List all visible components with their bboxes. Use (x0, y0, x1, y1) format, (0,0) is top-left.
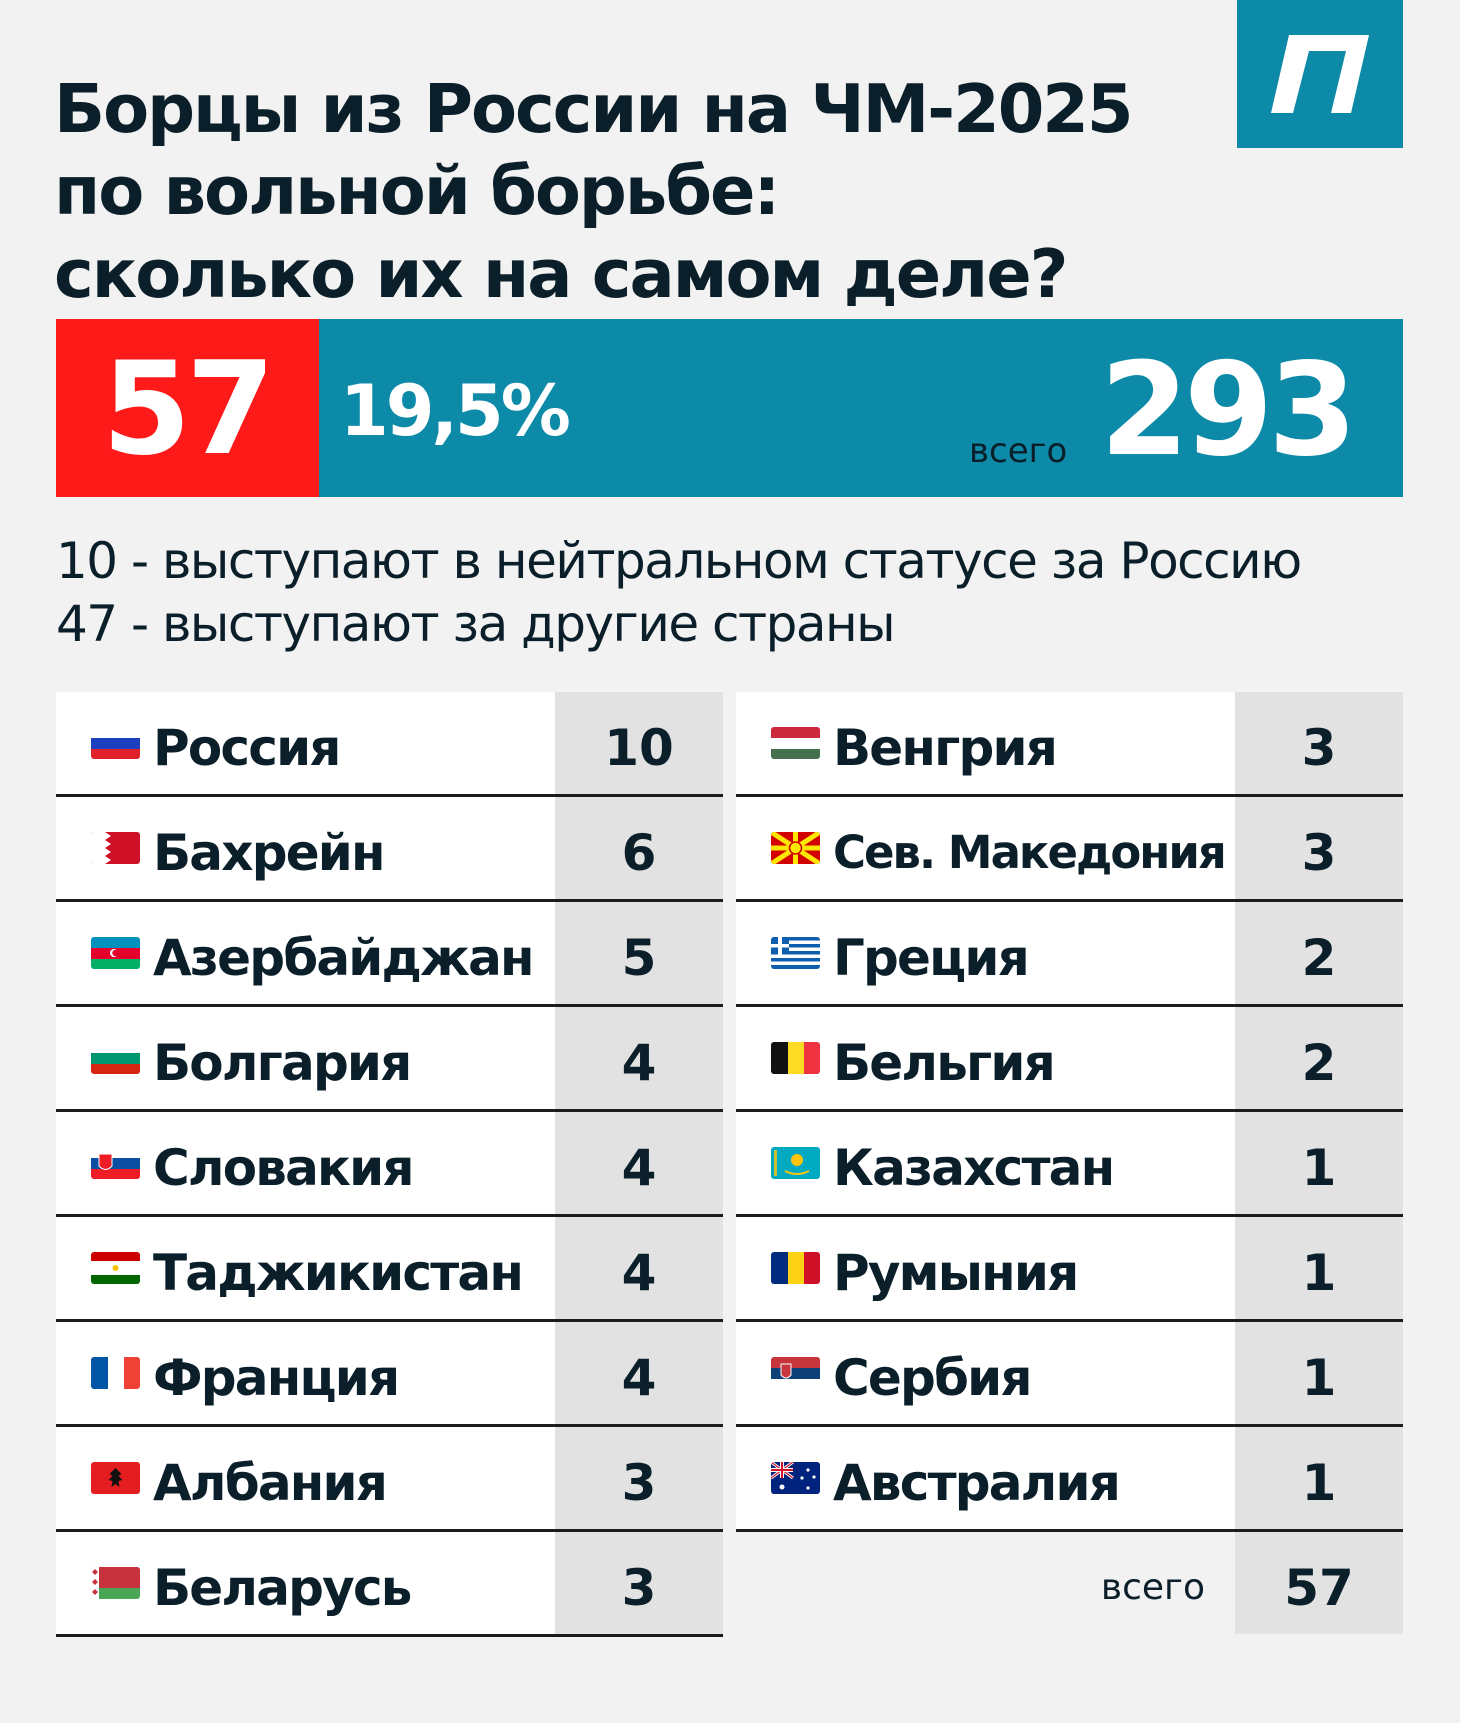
table-row: Беларусь 3 (56, 1532, 723, 1637)
table-row: Румыния 1 (736, 1217, 1403, 1322)
romania-flag-icon (771, 1252, 820, 1284)
country-count: 3 (1235, 797, 1403, 899)
russian-wrestlers-count: 57 (102, 335, 275, 484)
bahrain-flag-icon (91, 832, 140, 864)
table-row: Албания 3 (56, 1427, 723, 1532)
summary-bar: 57 19,5% всего 293 (56, 319, 1403, 497)
country-name: Азербайджан (153, 929, 535, 987)
greece-flag-icon (771, 937, 820, 969)
country-count: 1 (1235, 1112, 1403, 1214)
note-other-countries: 47 - выступают за другие страны (56, 595, 896, 653)
title-line-2: по вольной борьбе: (54, 152, 780, 231)
country-name: Болгария (153, 1034, 412, 1092)
kazakhstan-flag-icon (771, 1147, 820, 1179)
total-label: всего (969, 431, 1068, 471)
country-count: 4 (555, 1007, 723, 1109)
title-line-1: Борцы из России на ЧМ-2025 (54, 70, 1134, 148)
total-row-label: всего (1100, 1567, 1205, 1608)
country-name: Бельгия (833, 1034, 1056, 1092)
table-row: Бельгия 2 (736, 1007, 1403, 1112)
table-row: Бахрейн 6 (56, 797, 723, 902)
hungary-flag-icon (771, 727, 820, 759)
total-row-count: 57 (1235, 1532, 1403, 1634)
country-name: Сербия (833, 1349, 1032, 1407)
country-name: Франция (153, 1349, 400, 1407)
table-row: Словакия 4 (56, 1112, 723, 1217)
country-count: 3 (555, 1427, 723, 1529)
country-name: Австралия (833, 1454, 1121, 1512)
country-name: Казахстан (833, 1139, 1115, 1197)
total-count: 293 (1100, 336, 1357, 485)
table-row: Венгрия 3 (736, 692, 1403, 797)
country-name: Албания (153, 1454, 388, 1512)
total-row: всего 57 (736, 1532, 1403, 1637)
table-row: Греция 2 (736, 902, 1403, 1007)
belarus-flag-icon (91, 1567, 140, 1599)
percentage-value: 19,5% (340, 370, 571, 452)
slovakia-flag-icon (91, 1147, 140, 1179)
country-name: Словакия (153, 1139, 415, 1197)
country-count: 4 (555, 1217, 723, 1319)
country-count: 5 (555, 902, 723, 1004)
table-row: Казахстан 1 (736, 1112, 1403, 1217)
tajikistan-flag-icon (91, 1252, 140, 1284)
country-name: Беларусь (153, 1559, 412, 1617)
country-name: Россия (153, 719, 341, 777)
serbia-flag-icon (771, 1357, 820, 1389)
notes: 10 - выступают в нейтральном статусе за … (56, 530, 1302, 656)
country-count: 2 (1235, 1007, 1403, 1109)
country-count: 1 (1235, 1217, 1403, 1319)
table-row: Сербия 1 (736, 1322, 1403, 1427)
russia-flag-icon (91, 727, 140, 759)
country-name: Бахрейн (153, 824, 386, 882)
table-row: Азербайджан 5 (56, 902, 723, 1007)
country-count: 3 (1235, 692, 1403, 794)
table-row: Франция 4 (56, 1322, 723, 1427)
country-count: 10 (555, 692, 723, 794)
country-count: 2 (1235, 902, 1403, 1004)
title-line-3: сколько их на самом деле? (54, 234, 1069, 313)
page-title: Борцы из России на ЧМ-2025 по вольной бо… (54, 68, 1184, 315)
france-flag-icon (91, 1357, 140, 1389)
table-row: Таджикистан 4 (56, 1217, 723, 1322)
country-count: 6 (555, 797, 723, 899)
bulgaria-flag-icon (91, 1042, 140, 1074)
country-name: Греция (833, 929, 1030, 987)
country-name: Сев. Македония (833, 826, 1227, 879)
table-row: Австралия 1 (736, 1427, 1403, 1532)
azerbaijan-flag-icon (91, 937, 140, 969)
note-neutral: 10 - выступают в нейтральном статусе за … (56, 532, 1302, 590)
table-row: Сев. Македония 3 (736, 797, 1403, 902)
countries-table-right: Венгрия 3 Сев. Македония 3 Греция 2 Бель… (736, 692, 1403, 1637)
publisher-logo-icon (1237, 0, 1403, 148)
countries-table-left: Россия 10 Бахрейн 6 Азербайджан 5 Болгар… (56, 692, 723, 1637)
north-macedonia-flag-icon (771, 832, 820, 864)
belgium-flag-icon (771, 1042, 820, 1074)
country-count: 4 (555, 1112, 723, 1214)
country-count: 3 (555, 1532, 723, 1634)
country-count: 1 (1235, 1427, 1403, 1529)
country-name: Румыния (833, 1244, 1079, 1302)
country-name: Таджикистан (153, 1244, 524, 1302)
russian-wrestlers-block: 57 (56, 319, 319, 497)
albania-flag-icon (91, 1462, 140, 1494)
country-count: 4 (555, 1322, 723, 1424)
country-count: 1 (1235, 1322, 1403, 1424)
country-name: Венгрия (833, 719, 1058, 777)
table-row: Болгария 4 (56, 1007, 723, 1112)
australia-flag-icon (771, 1462, 820, 1494)
table-row: Россия 10 (56, 692, 723, 797)
